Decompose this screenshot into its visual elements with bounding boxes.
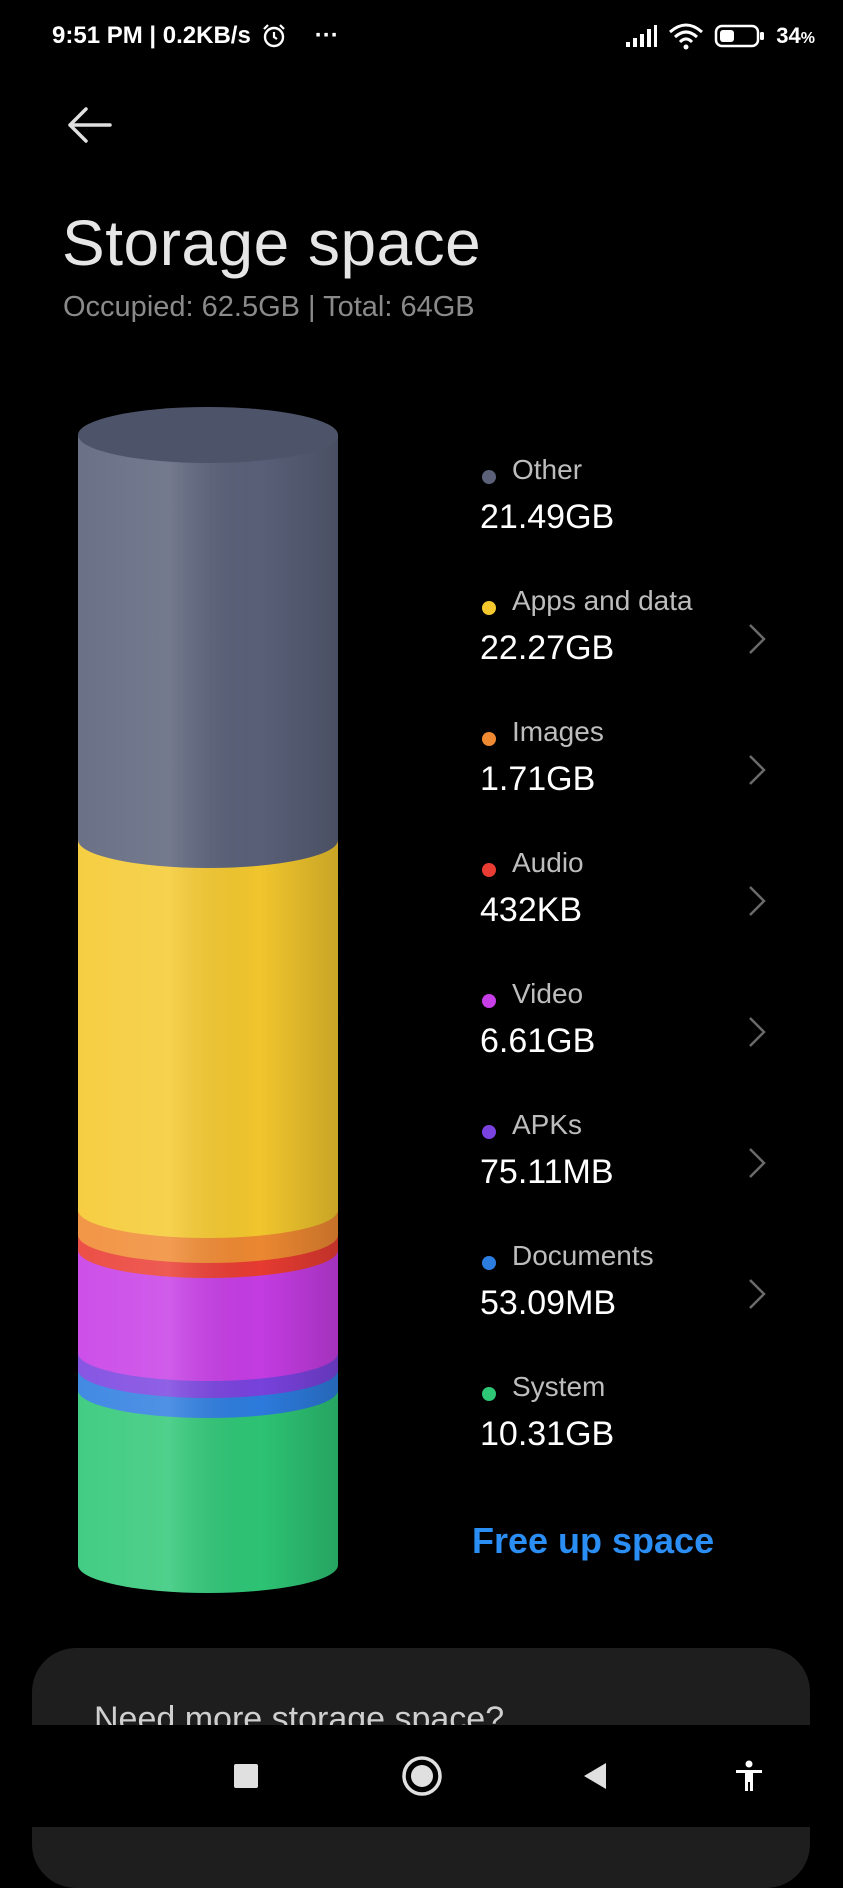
legend-label: System	[512, 1371, 606, 1402]
legend-value: 22.27GB	[480, 629, 615, 667]
legend-dot	[482, 1125, 496, 1139]
cylinder-top	[78, 407, 338, 463]
recents-button[interactable]	[221, 1751, 271, 1801]
legend-item-audio[interactable]: Audio 432KB	[480, 843, 800, 953]
legend-dot	[482, 1387, 496, 1401]
chevron-right-icon	[749, 624, 766, 654]
legend-label: Documents	[512, 1240, 654, 1271]
legend-dot	[482, 601, 496, 615]
status-bar: 9:51 PM | 0.2KB/s ··· 34%	[0, 0, 843, 80]
legend-label: Video	[512, 978, 584, 1009]
legend-item-images[interactable]: Images 1.71GB	[480, 712, 800, 822]
legend-value: 6.61GB	[480, 1022, 596, 1060]
navigation-bar	[0, 1725, 843, 1827]
status-right: 34%	[624, 22, 815, 50]
legend-label: Images	[512, 716, 604, 747]
legend-item-apps[interactable]: Apps and data 22.27GB	[480, 581, 800, 691]
legend-value: 10.31GB	[480, 1415, 615, 1453]
back-nav-button[interactable]	[570, 1751, 620, 1801]
legend-item-apks[interactable]: APKs 75.11MB	[480, 1105, 800, 1215]
storage-cylinder-chart	[70, 405, 350, 1605]
legend-label: Audio	[512, 847, 584, 878]
legend-dot	[482, 470, 496, 484]
storage-summary: Occupied: 62.5GB | Total: 64GB	[63, 291, 475, 323]
square-icon	[234, 1764, 258, 1788]
chevron-right-icon	[749, 886, 766, 916]
signal-icon	[626, 25, 658, 47]
storage-cylinder	[78, 407, 338, 1593]
free-up-space-button[interactable]: Free up space	[472, 1520, 715, 1561]
more-notifications-icon: ···	[314, 22, 339, 49]
legend-dot	[482, 1256, 496, 1270]
battery-level: 34%	[776, 23, 815, 48]
battery-icon	[715, 24, 765, 48]
back-button[interactable]	[60, 100, 120, 150]
status-time: 9:51 PM | 0.2KB/s	[52, 22, 251, 49]
alarm-icon	[263, 24, 285, 48]
legend-item-other: Other 21.49GB	[480, 450, 800, 560]
legend-label: Other	[512, 454, 583, 485]
legend-value: 1.71GB	[480, 760, 596, 798]
status-left: 9:51 PM | 0.2KB/s ···	[52, 22, 339, 50]
page-title: Storage space	[62, 207, 482, 279]
circle-icon	[402, 1756, 442, 1796]
legend-item-video[interactable]: Video 6.61GB	[480, 974, 800, 1084]
legend-item-documents[interactable]: Documents 53.09MB	[480, 1236, 800, 1346]
legend-label: APKs	[512, 1109, 583, 1140]
chevron-right-icon	[749, 1148, 766, 1178]
legend-value: 75.11MB	[480, 1153, 614, 1191]
wifi-icon	[669, 23, 704, 50]
triangle-back-icon	[584, 1763, 606, 1789]
arrow-left-icon	[68, 107, 112, 143]
legend-label: Apps and data	[512, 585, 693, 616]
legend-value: 432KB	[480, 891, 583, 929]
cylinder-shading	[78, 435, 338, 1593]
legend-item-system: System 10.31GB	[480, 1367, 800, 1477]
chevron-right-icon	[749, 1279, 766, 1309]
legend-dot	[482, 732, 496, 746]
chevron-right-icon	[749, 1017, 766, 1047]
legend-value: 53.09MB	[480, 1284, 617, 1322]
accessibility-icon	[736, 1760, 762, 1791]
legend-dot	[482, 994, 496, 1008]
chevron-right-icon	[749, 755, 766, 785]
legend-dot	[482, 863, 496, 877]
accessibility-button[interactable]	[724, 1751, 774, 1801]
legend-value: 21.49GB	[480, 498, 615, 536]
home-button[interactable]	[397, 1751, 447, 1801]
